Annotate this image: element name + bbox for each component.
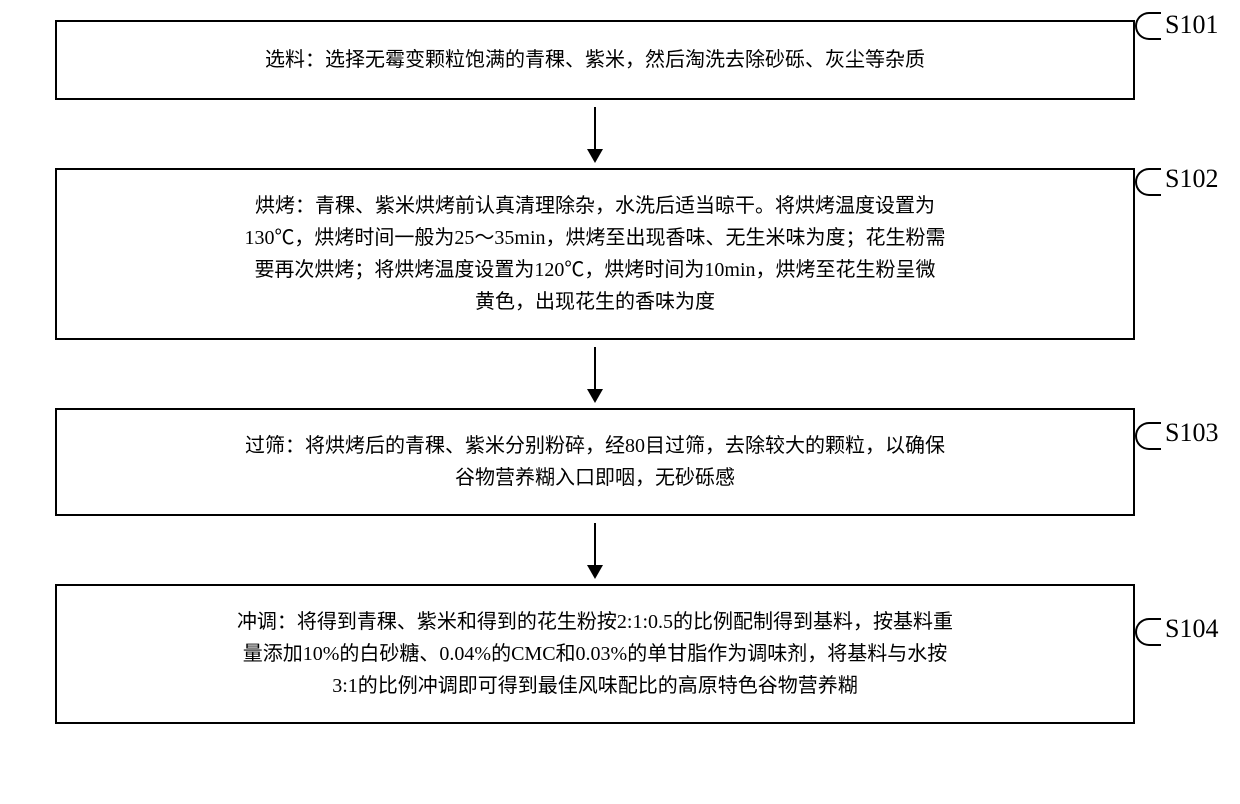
- label-s101: S101: [1165, 10, 1218, 40]
- label-s104: S104: [1165, 614, 1218, 644]
- connector-s103: [1135, 422, 1161, 450]
- label-s103: S103: [1165, 418, 1218, 448]
- connector-s101: [1135, 12, 1161, 40]
- connector-s104: [1135, 618, 1161, 646]
- arrow-1: [55, 100, 1135, 168]
- arrow-2: [55, 340, 1135, 408]
- flowchart-container: 选料：选择无霉变颗粒饱满的青稞、紫米，然后淘洗去除砂砾、灰尘等杂质 烘烤：青稞、…: [55, 20, 1135, 724]
- step-box-s101: 选料：选择无霉变颗粒饱满的青稞、紫米，然后淘洗去除砂砾、灰尘等杂质: [55, 20, 1135, 100]
- step-text-s104: 冲调：将得到青稞、紫米和得到的花生粉按2:1:0.5的比例配制得到基料，按基料重…: [237, 606, 953, 702]
- step-text-s103: 过筛：将烘烤后的青稞、紫米分别粉碎，经80目过筛，去除较大的颗粒，以确保 谷物营…: [245, 430, 945, 494]
- step-box-s104: 冲调：将得到青稞、紫米和得到的花生粉按2:1:0.5的比例配制得到基料，按基料重…: [55, 584, 1135, 724]
- step-box-s102: 烘烤：青稞、紫米烘烤前认真清理除杂，水洗后适当晾干。将烘烤温度设置为 130℃，…: [55, 168, 1135, 340]
- label-s102: S102: [1165, 164, 1218, 194]
- step-text-s101: 选料：选择无霉变颗粒饱满的青稞、紫米，然后淘洗去除砂砾、灰尘等杂质: [265, 44, 925, 76]
- step-box-s103: 过筛：将烘烤后的青稞、紫米分别粉碎，经80目过筛，去除较大的颗粒，以确保 谷物营…: [55, 408, 1135, 516]
- arrow-3: [55, 516, 1135, 584]
- step-text-s102: 烘烤：青稞、紫米烘烤前认真清理除杂，水洗后适当晾干。将烘烤温度设置为 130℃，…: [244, 190, 945, 318]
- connector-s102: [1135, 168, 1161, 196]
